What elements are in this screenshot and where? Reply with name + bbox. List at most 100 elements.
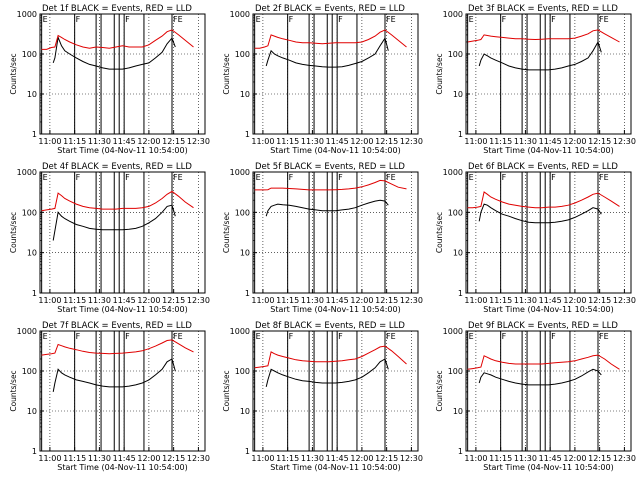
x-tick-label: 12:15 <box>162 137 185 146</box>
x-tick-label: 12:30 <box>400 137 423 146</box>
x-tick-label: 11:00 <box>464 296 487 305</box>
x-tick-label: 11:00 <box>251 454 274 463</box>
y-tick-label: 10 <box>453 407 463 416</box>
y-tick-label: 100 <box>235 367 250 376</box>
flag-marker-label: F <box>338 15 343 24</box>
y-tick-label: 100 <box>22 208 37 217</box>
y-tick-label: 10 <box>240 90 250 99</box>
x-tick-label: 11:00 <box>38 137 61 146</box>
flag-marker-label: F <box>76 15 81 24</box>
y-tick-label: 100 <box>22 367 37 376</box>
x-tick-label: 11:15 <box>63 454 86 463</box>
x-tick-label: 11:15 <box>63 296 86 305</box>
x-tick-label: 11:45 <box>326 296 349 305</box>
x-tick-label: 12:30 <box>400 454 423 463</box>
x-tick-label: 11:00 <box>251 137 274 146</box>
x-tick-label: 11:30 <box>88 137 111 146</box>
y-axis-label: Counts/sec <box>435 370 444 411</box>
y-tick-label: 1 <box>245 130 250 139</box>
y-tick-label: 10 <box>453 249 463 258</box>
y-tick-label: 10 <box>240 249 250 258</box>
x-tick-label: 11:45 <box>113 137 136 146</box>
x-tick-label: 12:15 <box>162 296 185 305</box>
series-lld-line <box>467 29 620 43</box>
axes-frame <box>252 330 419 452</box>
y-tick-label: 100 <box>448 50 463 59</box>
x-axis-label: Start Time (04-Nov-11 10:54:00) <box>57 463 187 472</box>
x-tick-label: 11:45 <box>113 296 136 305</box>
y-tick-label: 1 <box>458 447 463 456</box>
x-tick-label: 12:30 <box>613 454 636 463</box>
y-tick-label: 1 <box>458 130 463 139</box>
flag-marker-label: F <box>551 173 556 182</box>
x-tick-label: 11:45 <box>539 454 562 463</box>
x-tick-label: 11:30 <box>514 296 537 305</box>
x-tick-label: 12:30 <box>613 296 636 305</box>
x-tick-label: 11:00 <box>464 137 487 146</box>
flag-marker-label: E <box>43 332 48 341</box>
panel-title: Det 8f BLACK = Events, RED = LLD <box>255 321 405 331</box>
y-tick-label: 100 <box>235 208 250 217</box>
flag-marker-label: FE <box>386 173 396 182</box>
y-tick-label: 1 <box>32 130 37 139</box>
series-events-line <box>52 35 176 70</box>
flag-marker-label: FE <box>599 173 609 182</box>
flag-marker-label: F <box>289 15 294 24</box>
series-lld-line <box>41 190 194 212</box>
y-tick-label: 10 <box>240 407 250 416</box>
x-tick-label: 12:15 <box>588 296 611 305</box>
y-tick-label: 100 <box>22 50 37 59</box>
axes-frame <box>465 330 632 452</box>
x-tick-label: 12:15 <box>162 454 185 463</box>
x-tick-label: 11:15 <box>63 137 86 146</box>
axes-frame <box>39 171 206 294</box>
x-tick-label: 12:15 <box>375 137 398 146</box>
x-tick-label: 11:30 <box>514 137 537 146</box>
axes-frame <box>39 330 206 452</box>
flag-marker-label: FE <box>386 332 396 341</box>
flag-marker-label: FE <box>173 15 183 24</box>
x-tick-label: 11:15 <box>489 296 512 305</box>
series-lld-line <box>254 179 407 191</box>
x-tick-label: 11:00 <box>38 296 61 305</box>
x-tick-label: 12:30 <box>613 137 636 146</box>
panel-title: Det 2f BLACK = Events, RED = LLD <box>255 4 405 14</box>
series-events-line <box>478 203 602 224</box>
y-tick-label: 10 <box>27 249 37 258</box>
x-tick-label: 12:00 <box>137 137 160 146</box>
x-tick-label: 12:15 <box>375 454 398 463</box>
x-axis-label: Start Time (04-Nov-11 10:54:00) <box>270 146 400 155</box>
x-tick-label: 11:45 <box>326 454 349 463</box>
x-tick-label: 12:00 <box>563 296 586 305</box>
x-tick-label: 11:30 <box>301 296 324 305</box>
panel-title: Det 4f BLACK = Events, RED = LLD <box>42 162 192 172</box>
x-tick-label: 11:45 <box>539 296 562 305</box>
y-tick-label: 10 <box>453 90 463 99</box>
y-tick-label: 1 <box>245 447 250 456</box>
y-tick-label: 1000 <box>443 168 463 177</box>
axes-frame <box>39 13 206 135</box>
x-tick-label: 12:00 <box>350 454 373 463</box>
series-events-line <box>478 40 602 71</box>
y-tick-label: 1000 <box>230 10 250 19</box>
panel-title: Det 6f BLACK = Events, RED = LLD <box>468 162 618 172</box>
x-tick-label: 11:45 <box>539 137 562 146</box>
flag-marker-label: E <box>469 332 474 341</box>
series-lld-line <box>41 29 194 50</box>
flag-marker-label: E <box>469 15 474 24</box>
flag-marker-label: E <box>43 173 48 182</box>
panel-title: Det 9f BLACK = Events, RED = LLD <box>468 321 618 331</box>
flag-marker-label: FE <box>386 15 396 24</box>
series-events-line <box>478 368 602 386</box>
flag-marker-label: FE <box>599 15 609 24</box>
panel-title: Det 1f BLACK = Events, RED = LLD <box>42 4 192 14</box>
series-lld-line <box>254 29 407 49</box>
y-axis-label: Counts/sec <box>222 370 231 411</box>
y-tick-label: 100 <box>448 208 463 217</box>
